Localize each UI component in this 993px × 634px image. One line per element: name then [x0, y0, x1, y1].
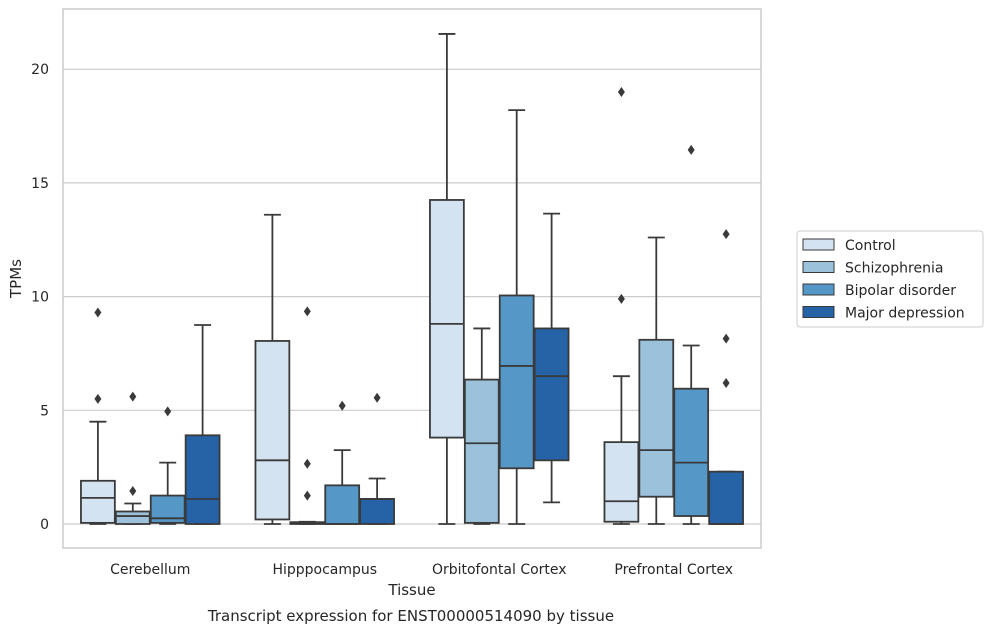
outlier-point [373, 392, 381, 403]
legend-items: Control Schizophrenia Bipolar disorder Majo… [802, 238, 965, 322]
outlier-point [338, 400, 346, 411]
box-2-3 [533, 212, 570, 504]
legend-swatch [802, 261, 835, 273]
box-1-2 [324, 400, 361, 525]
x-tick-label: Cerebellum [110, 562, 190, 578]
box-1-1 [289, 306, 326, 525]
box-0-0 [80, 307, 116, 525]
x-tick-label: Prefrontal Cortex [614, 562, 733, 578]
y-tick-label: 0 [40, 517, 49, 533]
outlier-point [722, 333, 730, 344]
y-tick-label: 10 [31, 290, 49, 306]
legend-label: Schizophrenia [845, 261, 943, 277]
box-2-2 [498, 109, 535, 525]
outlier-point [303, 306, 311, 317]
box-body [638, 338, 675, 498]
box-3-2 [673, 144, 710, 525]
box-body [429, 199, 465, 439]
legend-swatch [802, 283, 835, 296]
y-axis-title: TPMs [7, 259, 25, 299]
y-axis-ticks: 0 5 10 15 20 [31, 62, 49, 533]
box-0-2 [149, 406, 186, 525]
y-tick-label: 20 [31, 62, 49, 78]
box-body [114, 510, 151, 525]
box-body [498, 294, 535, 470]
legend-frame [796, 230, 984, 328]
box-body [708, 470, 744, 525]
chart-caption: Transcript expression for ENST0000051409… [207, 607, 614, 625]
box-body [603, 441, 640, 523]
outlier-point [722, 378, 730, 389]
box-1-3 [359, 392, 395, 525]
legend-label: Major depression [845, 306, 965, 322]
y-tick-label: 15 [31, 176, 49, 192]
box-3-0 [603, 86, 640, 525]
box-3-3 [708, 229, 744, 525]
box-body [184, 434, 221, 525]
box-1-0 [254, 213, 291, 525]
box-0-3 [184, 324, 221, 525]
legend-label: Control [845, 238, 896, 254]
x-axis-ticks: Cerebellum Hipppocampus Orbitofontal Corte… [110, 562, 733, 578]
box-body [463, 378, 500, 524]
outlier-point [94, 393, 102, 404]
box-3-1 [638, 236, 675, 525]
box-2-0 [429, 33, 465, 525]
outlier-point [722, 229, 730, 240]
outlier-point [687, 144, 695, 155]
outlier-point [617, 293, 625, 304]
x-axis-title: Tissue [387, 581, 435, 599]
legend-label: Bipolar disorder [845, 283, 956, 299]
outlier-point [303, 458, 311, 469]
x-tick-label: Orbitofontal Cortex [432, 562, 567, 578]
outlier-point [303, 490, 311, 501]
outlier-point [94, 307, 102, 318]
box-2-1 [463, 327, 500, 525]
box-0-1 [114, 391, 151, 525]
box-body [254, 340, 291, 521]
boxplot-marks [80, 33, 744, 525]
box-body [359, 498, 395, 525]
outlier-point [164, 406, 172, 417]
plot-frame [62, 8, 762, 549]
outlier-point [129, 486, 137, 497]
box-body [324, 484, 361, 525]
legend-swatch [802, 306, 835, 318]
y-tick-label: 5 [40, 403, 49, 419]
box-body [533, 327, 570, 462]
legend-swatch [802, 238, 835, 251]
box-body [673, 387, 710, 517]
outlier-point [129, 391, 137, 402]
box-body [80, 479, 116, 524]
x-tick-label: Hipppocampus [272, 562, 377, 578]
outlier-point [617, 86, 625, 97]
legend: Control Schizophrenia Bipolar disorder Majo… [796, 230, 984, 328]
